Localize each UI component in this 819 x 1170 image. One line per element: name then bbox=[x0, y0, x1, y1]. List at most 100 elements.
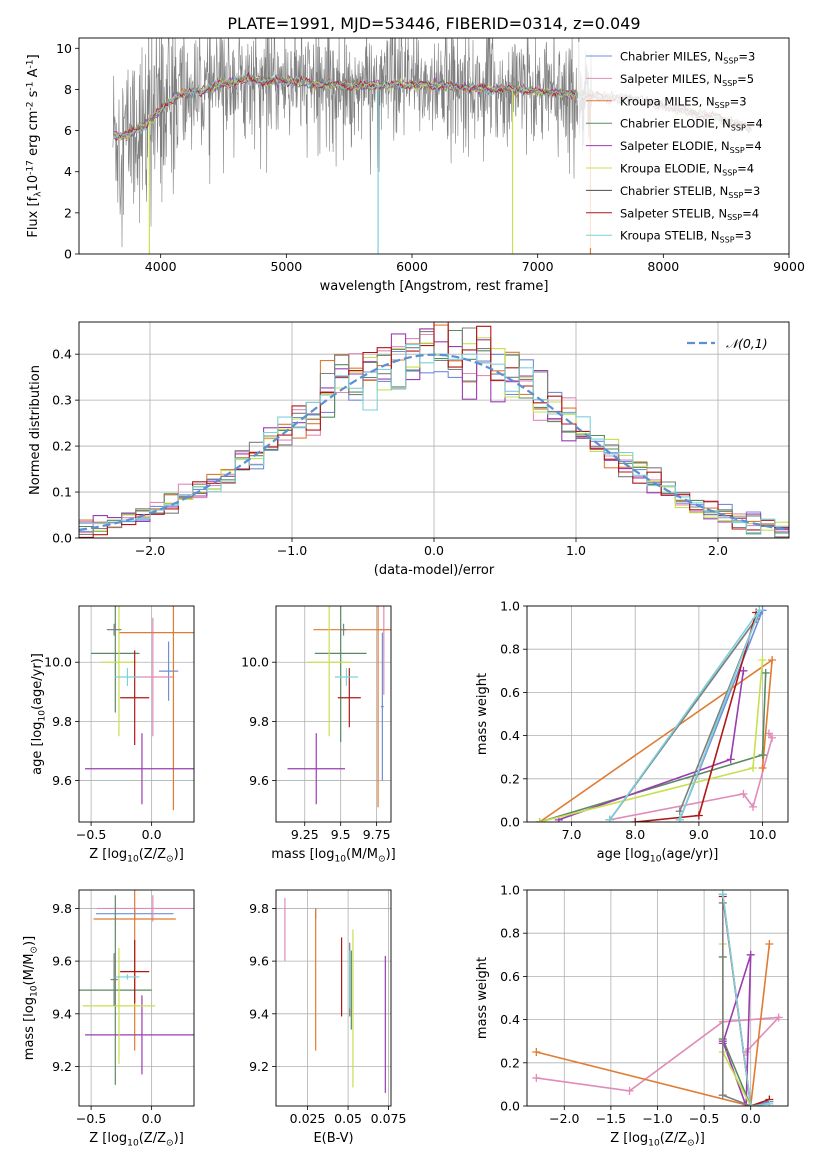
axes-frame bbox=[275, 605, 392, 823]
axes-frame bbox=[78, 889, 195, 1107]
legend-box bbox=[578, 42, 786, 248]
legend-label: Salpeter MILES, NSSP​=5 bbox=[620, 72, 754, 88]
weight-point bbox=[746, 950, 755, 959]
y-tick-label: 0.6 bbox=[500, 969, 520, 984]
weight-point bbox=[768, 656, 777, 664]
y-tick-label: 9.6 bbox=[249, 773, 269, 788]
axes-frame bbox=[78, 605, 195, 823]
weight-series-line bbox=[539, 658, 774, 822]
weight-series-line bbox=[722, 954, 752, 1106]
normal-curve bbox=[79, 353, 789, 531]
y-axis-label: Normed distribution bbox=[28, 365, 43, 495]
x-axis-label: Z [log10​(Z/Z⊙​)] bbox=[89, 1131, 184, 1148]
plot-area bbox=[284, 897, 386, 1093]
y-tick-label: 0.1 bbox=[52, 485, 72, 500]
x-tick-label: −0.5 bbox=[76, 827, 106, 842]
x-tick-label: 0.025 bbox=[290, 1111, 326, 1126]
weight-point bbox=[748, 764, 757, 772]
x-tick-label: 4000 bbox=[145, 259, 177, 274]
y-tick-label: 9.2 bbox=[52, 1059, 72, 1074]
x-tick-label: 9.0 bbox=[689, 827, 709, 842]
x-tick-label: 9.5 bbox=[331, 827, 351, 842]
x-tick-label: 0.0 bbox=[424, 543, 444, 558]
y-tick-label: 0.2 bbox=[500, 1055, 520, 1070]
y-tick-label: 9.4 bbox=[249, 1006, 269, 1021]
y-tick-label: 10.0 bbox=[241, 655, 269, 670]
legend: 𝒩(0,1) bbox=[687, 336, 768, 351]
y-tick-label: 9.6 bbox=[52, 954, 72, 969]
weight-point bbox=[746, 1102, 755, 1106]
plot-area bbox=[79, 322, 789, 538]
y-tick-label: 9.4 bbox=[52, 1006, 72, 1021]
y-tick-label: 9.6 bbox=[249, 954, 269, 969]
x-tick-label: 0.0 bbox=[741, 1111, 761, 1126]
y-tick-label: 0.8 bbox=[500, 926, 520, 941]
x-axis-label: Z [log10​(Z/Z⊙​)] bbox=[610, 1131, 705, 1148]
y-tick-label: 8 bbox=[64, 82, 72, 97]
legend-label: 𝒩(0,1) bbox=[726, 336, 768, 351]
legend-label: Chabrier STELIB, NSSP​=3 bbox=[620, 184, 760, 200]
y-tick-label: 4 bbox=[64, 164, 72, 179]
legend-label: Chabrier ELODIE, NSSP​=4 bbox=[620, 117, 763, 133]
x-tick-label: −0.5 bbox=[689, 1111, 719, 1126]
y-axis-label: mass weight bbox=[475, 957, 490, 1039]
histogram-series bbox=[79, 344, 789, 534]
x-axis-label: E(B-V) bbox=[313, 1131, 353, 1146]
y-axis-label: mass [log10​(M/M⊙​)] bbox=[22, 936, 39, 1060]
x-axis-label: mass [log10​(M/M⊙​)] bbox=[271, 847, 395, 864]
x-tick-label: 1.0 bbox=[566, 543, 586, 558]
weight-point bbox=[758, 764, 767, 772]
legend: Chabrier MILES, NSSP​=3 Salpeter MILES, N… bbox=[578, 42, 786, 248]
x-tick-label: −2.0 bbox=[549, 1111, 579, 1126]
weight-point bbox=[761, 668, 770, 677]
y-tick-label: 9.8 bbox=[52, 901, 72, 916]
weight-point bbox=[758, 656, 767, 664]
y-tick-label: 9.8 bbox=[249, 714, 269, 729]
y-axis-label: age [log10​(age/yr)] bbox=[30, 653, 47, 775]
weight-point bbox=[765, 1099, 774, 1106]
y-tick-label: 9.2 bbox=[249, 1059, 269, 1074]
x-axis-label: Z [log10​(Z/Z⊙​)] bbox=[89, 847, 184, 864]
axes-frame bbox=[78, 321, 790, 539]
weight-point bbox=[605, 815, 614, 822]
figure-title: PLATE=1991, MJD=53446, FIBERID=0314, z=0… bbox=[227, 14, 640, 33]
spectrum-data-line bbox=[112, 38, 592, 248]
weight-point bbox=[726, 755, 735, 764]
panel-residuals: −2.0 −1.0 0.0 1.0 2.0 0.0 0.1 0.2 0.3 0.4 (data-mo… bbox=[28, 321, 790, 578]
weight-point bbox=[748, 802, 757, 811]
axes-frame bbox=[275, 889, 392, 1107]
x-tick-label: 7.0 bbox=[562, 827, 582, 842]
legend-label: Salpeter ELODIE, NSSP​=4 bbox=[620, 139, 762, 155]
legend-label: Chabrier MILES, NSSP​=3 bbox=[620, 50, 755, 66]
y-tick-label: 0.4 bbox=[52, 347, 72, 362]
y-tick-label: 6 bbox=[64, 123, 72, 138]
panel-mass-Z: −0.5 0.0 9.2 9.4 9.6 9.8 Z [log10​(Z/Z⊙​)] mass… bbox=[22, 889, 195, 1148]
y-tick-label: 0.6 bbox=[500, 685, 520, 700]
x-tick-label: 6000 bbox=[396, 259, 428, 274]
x-tick-label: 9.25 bbox=[291, 827, 319, 842]
axes-frame bbox=[526, 605, 789, 823]
weight-point bbox=[631, 818, 640, 822]
y-tick-label: 9.8 bbox=[52, 714, 72, 729]
legend-label: Salpeter STELIB, NSSP​=4 bbox=[620, 206, 759, 222]
x-axis-label: (data-model)/error bbox=[374, 563, 495, 578]
weight-point bbox=[675, 815, 684, 822]
weight-point bbox=[755, 606, 764, 615]
panel-weight-Z: −2.0 −1.5 −1.0 −0.5 0.0 0.0 0.2 0.4 0.6 0.8 1.0 Z [… bbox=[475, 883, 789, 1148]
panel-mass-ebv: 0.025 0.05 0.075 9.2 9.4 9.6 9.8 E(B-V) bbox=[249, 889, 406, 1146]
y-tick-label: 9.8 bbox=[249, 901, 269, 916]
weight-point bbox=[718, 1091, 727, 1100]
x-axis-label: wavelength [Angstrom, rest frame] bbox=[320, 279, 549, 294]
y-tick-label: 0.0 bbox=[500, 1099, 520, 1114]
legend-label: Kroupa ELODIE, NSSP​=4 bbox=[620, 162, 754, 178]
histogram-series bbox=[79, 322, 789, 538]
panel-age-Z: −0.5 0.0 9.6 9.8 10.0 Z [log10​(Z/Z⊙​)] age [l… bbox=[30, 605, 195, 864]
x-tick-label: −0.5 bbox=[76, 1111, 106, 1126]
y-tick-label: 1.0 bbox=[500, 599, 520, 614]
y-tick-label: 0.4 bbox=[500, 1012, 520, 1027]
weight-series-line bbox=[722, 894, 770, 1106]
plot-area bbox=[532, 890, 783, 1106]
y-tick-label: 0.0 bbox=[500, 815, 520, 830]
panel-age-mass: 9.25 9.5 9.75 9.6 9.8 10.0 mass [log10​(M/M⊙​)… bbox=[241, 605, 396, 864]
